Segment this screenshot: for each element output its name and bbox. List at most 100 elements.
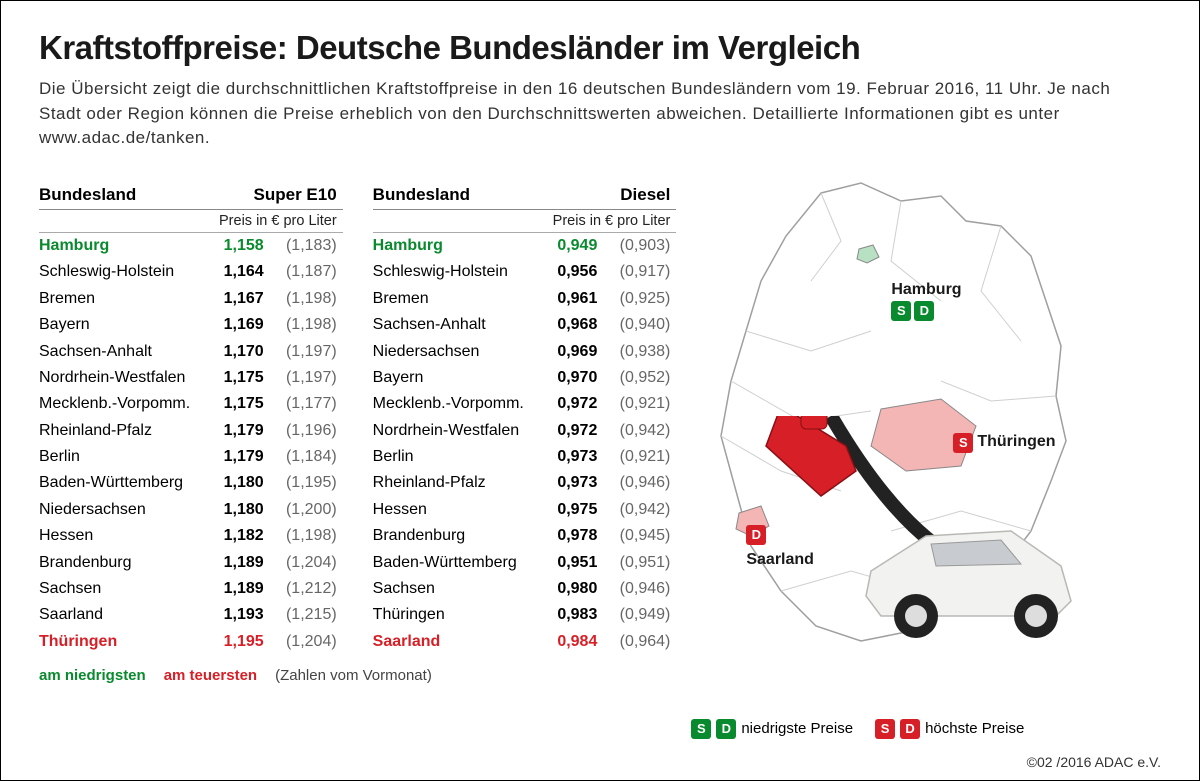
cell-name: Sachsen [39,576,219,602]
cell-prev: (1,204) [278,549,343,575]
cell-prev: (1,183) [278,232,343,259]
cell-name: Baden-Württemberg [39,470,219,496]
cell-price: 0,983 [553,602,612,628]
table-row: Bayern0,970(0,952) [373,365,677,391]
cell-price: 1,164 [219,259,278,285]
cell-name: Sachsen [373,576,553,602]
cell-prev: (1,196) [278,418,343,444]
table-row: Sachsen1,189(1,212) [39,576,343,602]
table-diesel: BundeslandDieselPreis in € pro LiterHamb… [373,181,677,655]
cell-price: 1,182 [219,523,278,549]
badge-d-green: D [914,301,934,321]
badge-s-green: S [891,301,911,321]
table-row: Niedersachsen1,180(1,200) [39,497,343,523]
cell-price: 1,170 [219,338,278,364]
table-row: Berlin0,973(0,921) [373,444,677,470]
cell-price: 1,180 [219,497,278,523]
cell-name: Hessen [373,497,553,523]
cell-price: 0,949 [553,232,612,259]
cell-prev: (0,921) [611,391,676,417]
map-label-hamburg: Hamburg S D [891,281,961,321]
table-row: Nordrhein-Westfalen0,972(0,942) [373,418,677,444]
cell-name: Niedersachsen [373,338,553,364]
table-row: Baden-Württemberg0,951(0,951) [373,549,677,575]
cell-name: Hamburg [39,232,219,259]
cell-prev: (0,945) [611,523,676,549]
badge-d-red: D [746,525,766,545]
cell-prev: (0,949) [611,602,676,628]
cell-prev: (1,212) [278,576,343,602]
cell-prev: (1,177) [278,391,343,417]
table-row: Bremen1,167(1,198) [39,286,343,312]
legend-note: (Zahlen vom Vormonat) [275,667,432,684]
table-row: Saarland1,193(1,215) [39,602,343,628]
page-title: Kraftstoffpreise: Deutsche Bundesländer … [39,29,1161,67]
cell-prev: (0,942) [611,497,676,523]
table-legend: am niedrigsten am teuersten (Zahlen vom … [39,667,676,684]
cell-price: 1,179 [219,418,278,444]
cell-price: 1,169 [219,312,278,338]
table-row: Hessen0,975(0,942) [373,497,677,523]
table-row: Saarland0,984(0,964) [373,629,677,655]
cell-name: Berlin [373,444,553,470]
table-row: Baden-Württemberg1,180(1,195) [39,470,343,496]
cell-price: 1,195 [219,629,278,655]
cell-prev: (0,946) [611,576,676,602]
table-row: Nordrhein-Westfalen1,175(1,197) [39,365,343,391]
cell-price: 1,193 [219,602,278,628]
table-row: Schleswig-Holstein0,956(0,917) [373,259,677,285]
table-row: Hessen1,182(1,198) [39,523,343,549]
cell-prev: (0,964) [611,629,676,655]
cell-price: 0,961 [553,286,612,312]
cell-price: 0,973 [553,444,612,470]
copyright: ©02 /2016 ADAC e.V. [1027,754,1161,770]
cell-price: 1,175 [219,391,278,417]
cell-name: Hessen [39,523,219,549]
cell-name: Brandenburg [373,523,553,549]
map-legend: S D niedrigste Preise S D höchste Preise [691,719,1024,739]
cell-price: 1,180 [219,470,278,496]
cell-prev: (0,946) [611,470,676,496]
cell-price: 0,980 [553,576,612,602]
cell-name: Thüringen [373,602,553,628]
table-row: Hamburg1,158(1,183) [39,232,343,259]
column-bundesland: Bundesland [39,181,219,210]
cell-name: Berlin [39,444,219,470]
sub-header-preis: Preis in € pro Liter [553,209,677,232]
table-row: Thüringen0,983(0,949) [373,602,677,628]
cell-price: 1,175 [219,365,278,391]
map-label-thueringen: S Thüringen [953,431,1055,453]
table-row: Mecklenb.-Vorpomm.0,972(0,921) [373,391,677,417]
cell-prev: (0,921) [611,444,676,470]
page-subtitle: Die Übersicht zeigt die durchschnittlich… [39,77,1139,151]
table-row: Mecklenb.-Vorpomm.1,175(1,177) [39,391,343,417]
table-row: Berlin1,179(1,184) [39,444,343,470]
table-row: Bremen0,961(0,925) [373,286,677,312]
table-row: Brandenburg0,978(0,945) [373,523,677,549]
cell-price: 0,969 [553,338,612,364]
cell-name: Mecklenb.-Vorpomm. [373,391,553,417]
price-tables: BundeslandSuper E10Preis in € pro LiterH… [39,181,676,655]
cell-name: Brandenburg [39,549,219,575]
cell-price: 0,973 [553,470,612,496]
sub-header-preis: Preis in € pro Liter [219,209,343,232]
cell-price: 1,167 [219,286,278,312]
cell-name: Rheinland-Pfalz [39,418,219,444]
cell-prev: (0,952) [611,365,676,391]
cell-name: Hamburg [373,232,553,259]
table-row: Sachsen0,980(0,946) [373,576,677,602]
table-row: Niedersachsen0,969(0,938) [373,338,677,364]
cell-prev: (1,200) [278,497,343,523]
cell-prev: (0,940) [611,312,676,338]
cell-name: Baden-Württemberg [373,549,553,575]
cell-prev: (1,187) [278,259,343,285]
cell-prev: (1,198) [278,312,343,338]
cell-name: Saarland [373,629,553,655]
cell-price: 0,972 [553,391,612,417]
cell-prev: (1,184) [278,444,343,470]
cell-price: 0,951 [553,549,612,575]
table-row: Schleswig-Holstein1,164(1,187) [39,259,343,285]
cell-prev: (1,198) [278,523,343,549]
table-row: Sachsen-Anhalt1,170(1,197) [39,338,343,364]
cell-name: Sachsen-Anhalt [373,312,553,338]
